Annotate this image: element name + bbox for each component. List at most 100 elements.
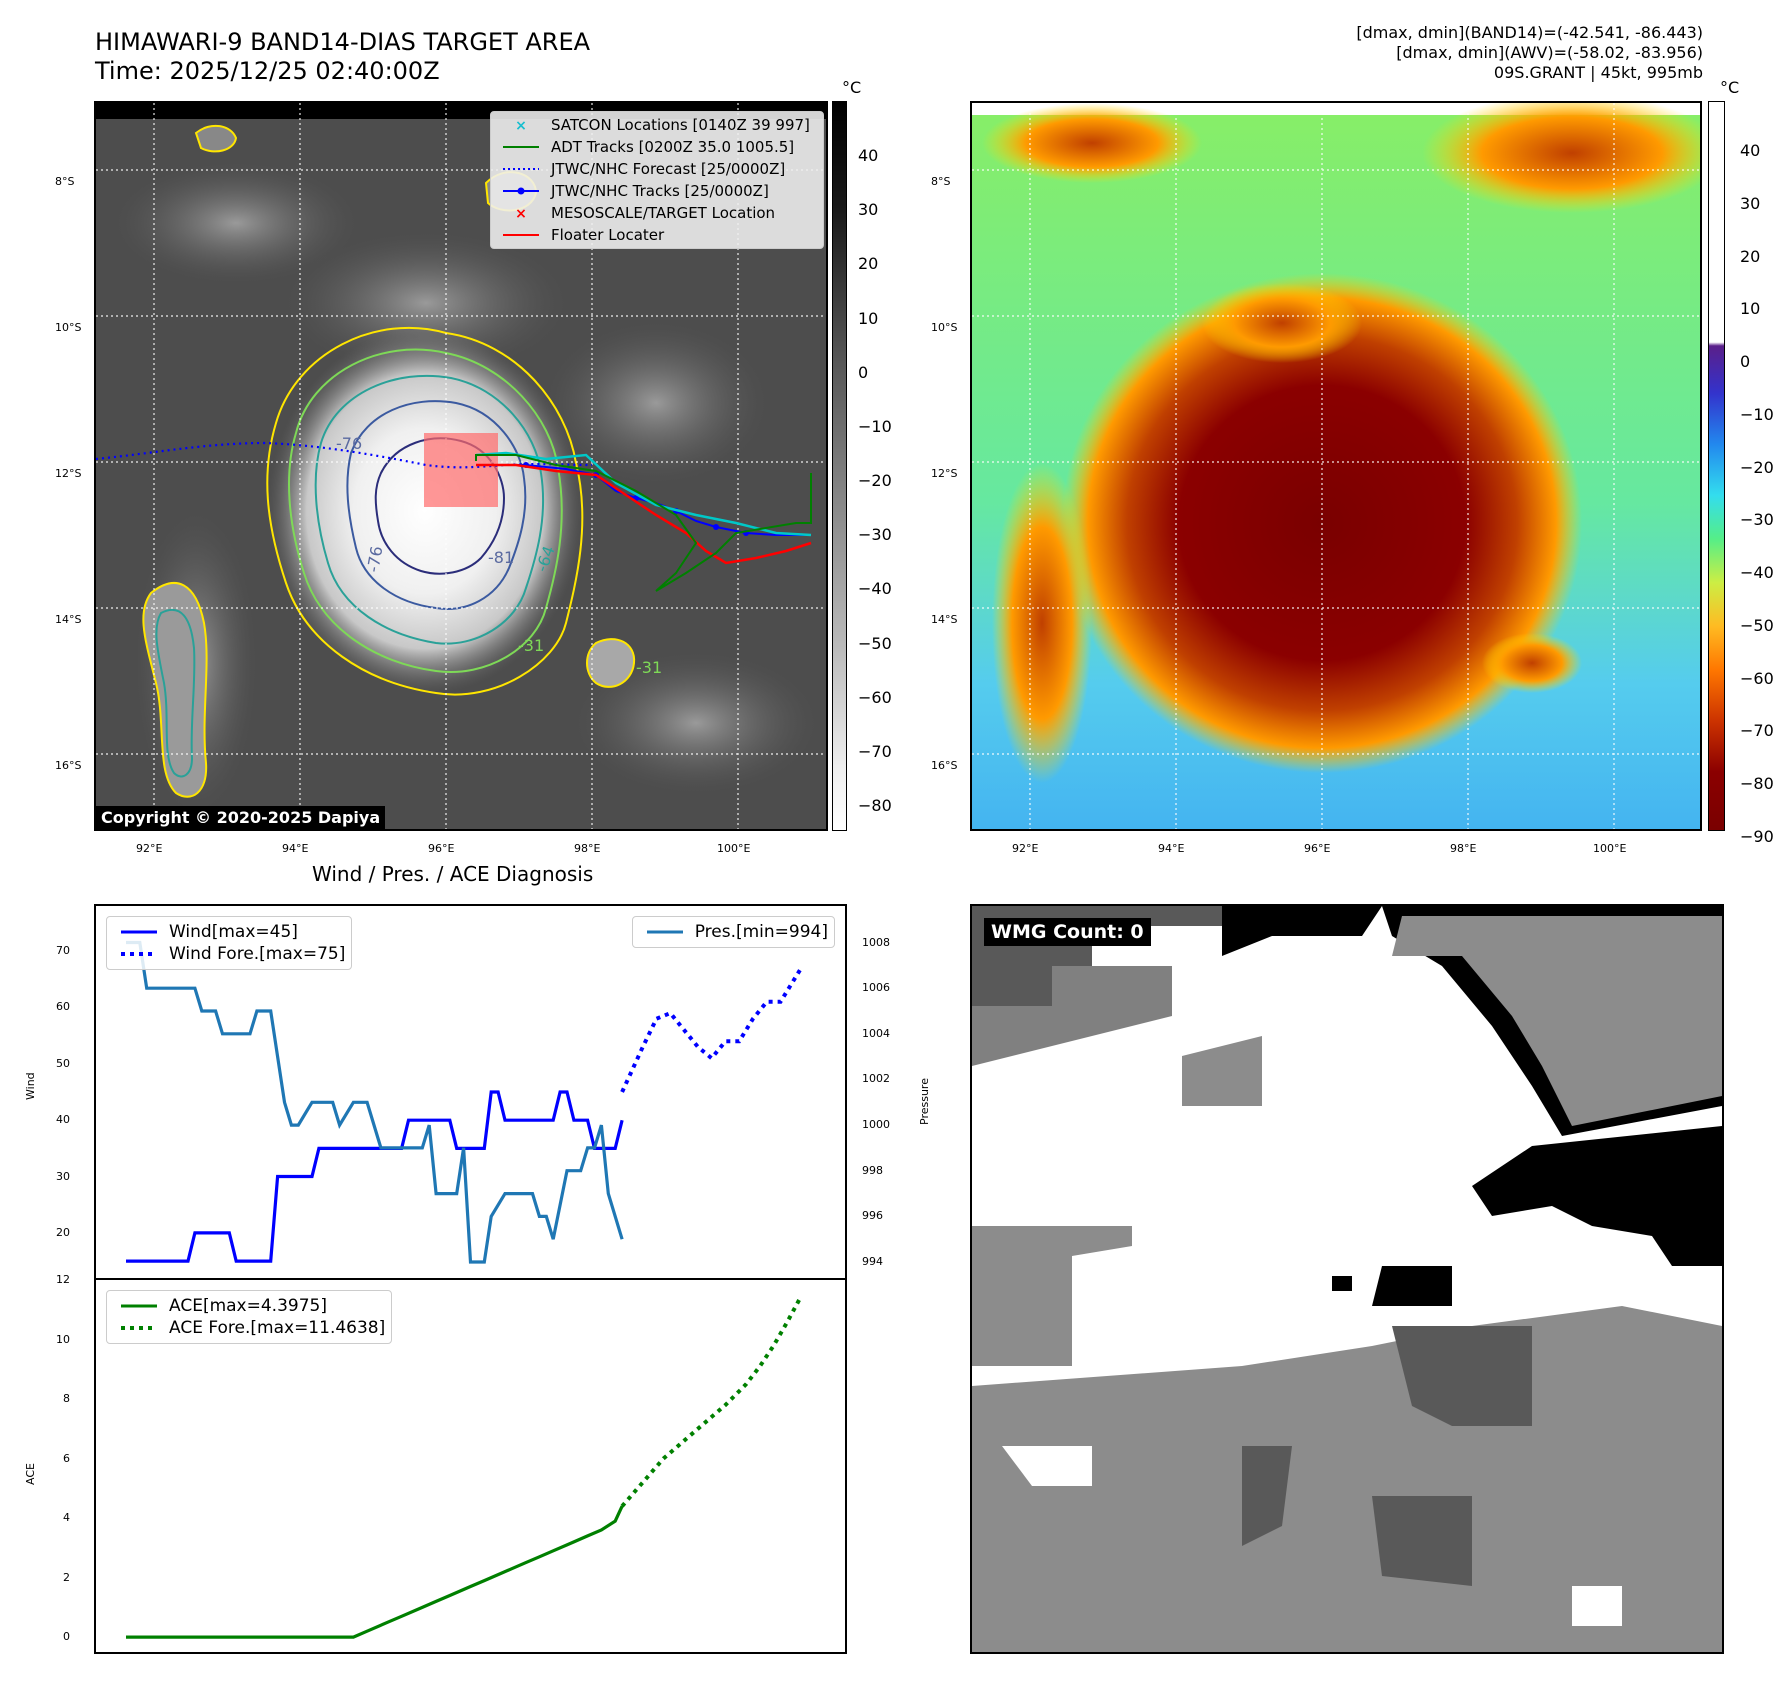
wind-pressure-chart: Wind[max=45] Wind Fore.[max=75] Pres.[mi… [94, 904, 847, 1280]
colorbar-tick-label: 40 [1740, 141, 1761, 160]
axis-tick-label: 12 [56, 1273, 70, 1286]
ace-chart: ACE[max=4.3975] ACE Fore.[max=11.4638] [94, 1278, 847, 1654]
dotted-line-icon [119, 1321, 159, 1335]
axis-tick-label: 0 [63, 1630, 70, 1644]
legend-item: ACE[max=4.3975] [113, 1295, 385, 1317]
series-line [126, 1505, 624, 1639]
axis-tick-label: 1006 [862, 981, 890, 995]
legend-item: × MESOSCALE/TARGET Location [495, 202, 819, 224]
wind-axis-label: Wind [24, 1072, 37, 1100]
ir-map-legend: × SATCON Locations [0140Z 39 997] ADT Tr… [490, 111, 824, 249]
axis-tick-label: 40 [56, 1113, 70, 1127]
legend-item: × SATCON Locations [0140Z 39 997] [495, 114, 819, 136]
legend-item: JTWC/NHC Forecast [25/0000Z] [495, 158, 819, 180]
colorbar-tick-label: −20 [1740, 457, 1774, 477]
ir-colorbar-unit: °C [842, 78, 862, 97]
legend-item: Pres.[min=994] [639, 921, 828, 943]
line-dot-icon [501, 184, 541, 198]
axis-tick-label: 1004 [862, 1026, 890, 1040]
wmg-panel: WMG Count: 0 [970, 904, 1724, 1654]
colorbar-tick-label: −10 [858, 416, 892, 436]
colorbar-tick-label: 30 [1740, 193, 1761, 213]
awv-map-panel [970, 101, 1702, 831]
colorbar-tick-label: −20 [858, 471, 892, 490]
axis-tick-label: 10 [56, 1332, 70, 1346]
colorbar-tick-label: −70 [858, 741, 892, 761]
colorbar-tick-label: 40 [858, 146, 879, 165]
axis-tick-label: 20 [56, 1225, 70, 1239]
contour-label: -76 [363, 545, 386, 574]
series-line [620, 1295, 803, 1508]
info-storm: 09S.GRANT | 45kt, 995mb [1493, 63, 1703, 82]
legend-item: ACE Fore.[max=11.4638] [113, 1317, 385, 1339]
contour-label: -81 [488, 548, 514, 567]
legend-item: ADT Tracks [0200Z 35.0 1005.5] [495, 136, 819, 158]
ace-axis-label: ACE [24, 1463, 37, 1485]
pressure-legend: Pres.[min=994] [631, 916, 835, 948]
wmg-image [972, 906, 1722, 1652]
colorbar-tick-label: 0 [1740, 352, 1751, 372]
axis-tick-label: 2 [63, 1570, 70, 1584]
colorbar-tick-label: −40 [1740, 563, 1774, 583]
axis-tick-label: 998 [862, 1163, 883, 1177]
ace-legend: ACE[max=4.3975] ACE Fore.[max=11.4638] [106, 1290, 393, 1344]
colorbar-tick-label: −80 [858, 796, 892, 815]
axis-tick-label: 50 [56, 1056, 70, 1070]
svg-text:×: × [515, 206, 527, 220]
colorbar-tick-label: −30 [1740, 510, 1774, 530]
dotted-line-icon [501, 162, 541, 176]
wmg-count-label: WMG Count: 0 [984, 918, 1151, 946]
line-icon [119, 925, 159, 939]
axis-tick-label: 1008 [862, 935, 890, 949]
svg-text:×: × [515, 118, 527, 132]
colorbar-tick-label: −90 [1740, 827, 1774, 846]
colorbar-tick-label: −30 [858, 525, 892, 545]
axis-tick-label: 1000 [862, 1118, 890, 1132]
legend-item: Wind Fore.[max=75] [113, 943, 345, 965]
colorbar-tick-label: 30 [858, 200, 879, 220]
colorbar-tick-label: 20 [858, 254, 879, 274]
colorbar-tick-label: −50 [1740, 615, 1774, 635]
legend-item: Floater Locater [495, 224, 819, 246]
series-line [126, 1090, 624, 1263]
ir-colorbar [832, 101, 847, 831]
axis-tick-label: 1002 [862, 1072, 890, 1086]
axis-tick-label: 4 [63, 1511, 70, 1525]
legend-item: Wind[max=45] [113, 921, 345, 943]
colorbar-tick-label: −80 [1740, 774, 1774, 794]
colorbar-tick-label: −70 [1740, 721, 1774, 741]
pressure-axis-label: Pressure [918, 1078, 931, 1125]
axis-tick-label: 996 [862, 1209, 883, 1223]
line-icon [501, 228, 541, 242]
x-marker-icon: × [501, 118, 541, 132]
colorbar-tick-label: 10 [1740, 299, 1761, 319]
awv-colorbar-unit: °C [1720, 78, 1740, 97]
copyright-label: Copyright © 2020-2025 Dapiya [96, 806, 386, 829]
x-marker-icon: × [501, 206, 541, 220]
axis-tick-label: 6 [63, 1451, 70, 1465]
colorbar-tick-label: 10 [858, 308, 879, 328]
ir-map-panel: -76 -76 -81 -64 -31 -31 × SATCON Locatio… [94, 101, 828, 831]
dotted-line-icon [119, 947, 159, 961]
colorbar-tick-label: −10 [1740, 404, 1774, 424]
awv-colorbar [1708, 101, 1725, 831]
series-line [126, 940, 624, 1264]
line-icon [501, 140, 541, 154]
series-line [620, 966, 803, 1093]
info-band14: [dmax, dmin](BAND14)=(-42.541, -86.443) [1356, 23, 1703, 42]
contour-label: -76 [336, 434, 362, 453]
colorbar-tick-label: −60 [1740, 668, 1774, 688]
contour-label: -31 [518, 636, 544, 655]
line-icon [119, 1299, 159, 1313]
axis-tick-label: 8 [63, 1392, 70, 1406]
awv-map-image [972, 103, 1700, 829]
colorbar-tick-label: 0 [858, 362, 869, 382]
line-icon [645, 925, 685, 939]
page-timestamp: Time: 2025/12/25 02:40:00Z [95, 57, 440, 85]
wind-legend: Wind[max=45] Wind Fore.[max=75] [106, 916, 353, 970]
colorbar-tick-label: −40 [858, 579, 892, 599]
axis-tick-label: 994 [862, 1255, 883, 1269]
ace-plot [126, 1295, 803, 1639]
colorbar-tick-label: −50 [858, 633, 892, 653]
diagnosis-chart-title: Wind / Pres. / ACE Diagnosis [312, 862, 594, 886]
